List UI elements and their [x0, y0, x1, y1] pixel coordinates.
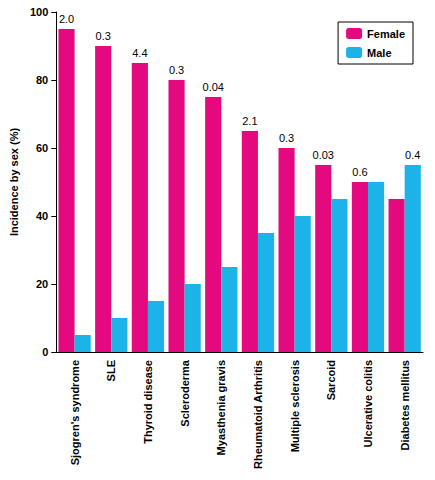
svg-text:0.3: 0.3 [96, 30, 111, 42]
svg-text:2.0: 2.0 [59, 13, 74, 25]
svg-text:Thyroid disease: Thyroid disease [142, 360, 154, 444]
svg-text:Ulcerative colitis: Ulcerative colitis [362, 360, 374, 447]
svg-text:20: 20 [36, 278, 48, 290]
svg-text:0: 0 [42, 346, 48, 358]
svg-text:Sarcoid: Sarcoid [325, 360, 337, 400]
svg-text:0.04: 0.04 [203, 81, 224, 93]
svg-text:SLE: SLE [105, 360, 117, 381]
svg-text:Male: Male [367, 47, 391, 59]
svg-text:Scleroderma: Scleroderma [179, 359, 191, 427]
svg-text:60: 60 [36, 142, 48, 154]
svg-text:0.03: 0.03 [313, 149, 334, 161]
svg-text:Incidence by sex (%): Incidence by sex (%) [8, 128, 20, 237]
svg-text:Female: Female [367, 28, 405, 40]
svg-text:Rheumatoid Arthritis: Rheumatoid Arthritis [252, 360, 264, 469]
svg-text:Diabetes mellitus: Diabetes mellitus [399, 360, 411, 450]
svg-text:Sjogren's syndrome: Sjogren's syndrome [69, 360, 81, 465]
svg-text:0.3: 0.3 [279, 132, 294, 144]
svg-text:0.6: 0.6 [352, 166, 367, 178]
svg-text:Multiple sclerosis: Multiple sclerosis [289, 360, 301, 452]
svg-text:Myasthenia gravis: Myasthenia gravis [215, 360, 227, 455]
svg-text:0.4: 0.4 [405, 149, 420, 161]
svg-text:4.4: 4.4 [132, 47, 147, 59]
svg-text:100: 100 [30, 6, 48, 18]
svg-text:80: 80 [36, 74, 48, 86]
svg-text:2.1: 2.1 [242, 115, 257, 127]
svg-text:0.3: 0.3 [169, 64, 184, 76]
svg-text:40: 40 [36, 210, 48, 222]
